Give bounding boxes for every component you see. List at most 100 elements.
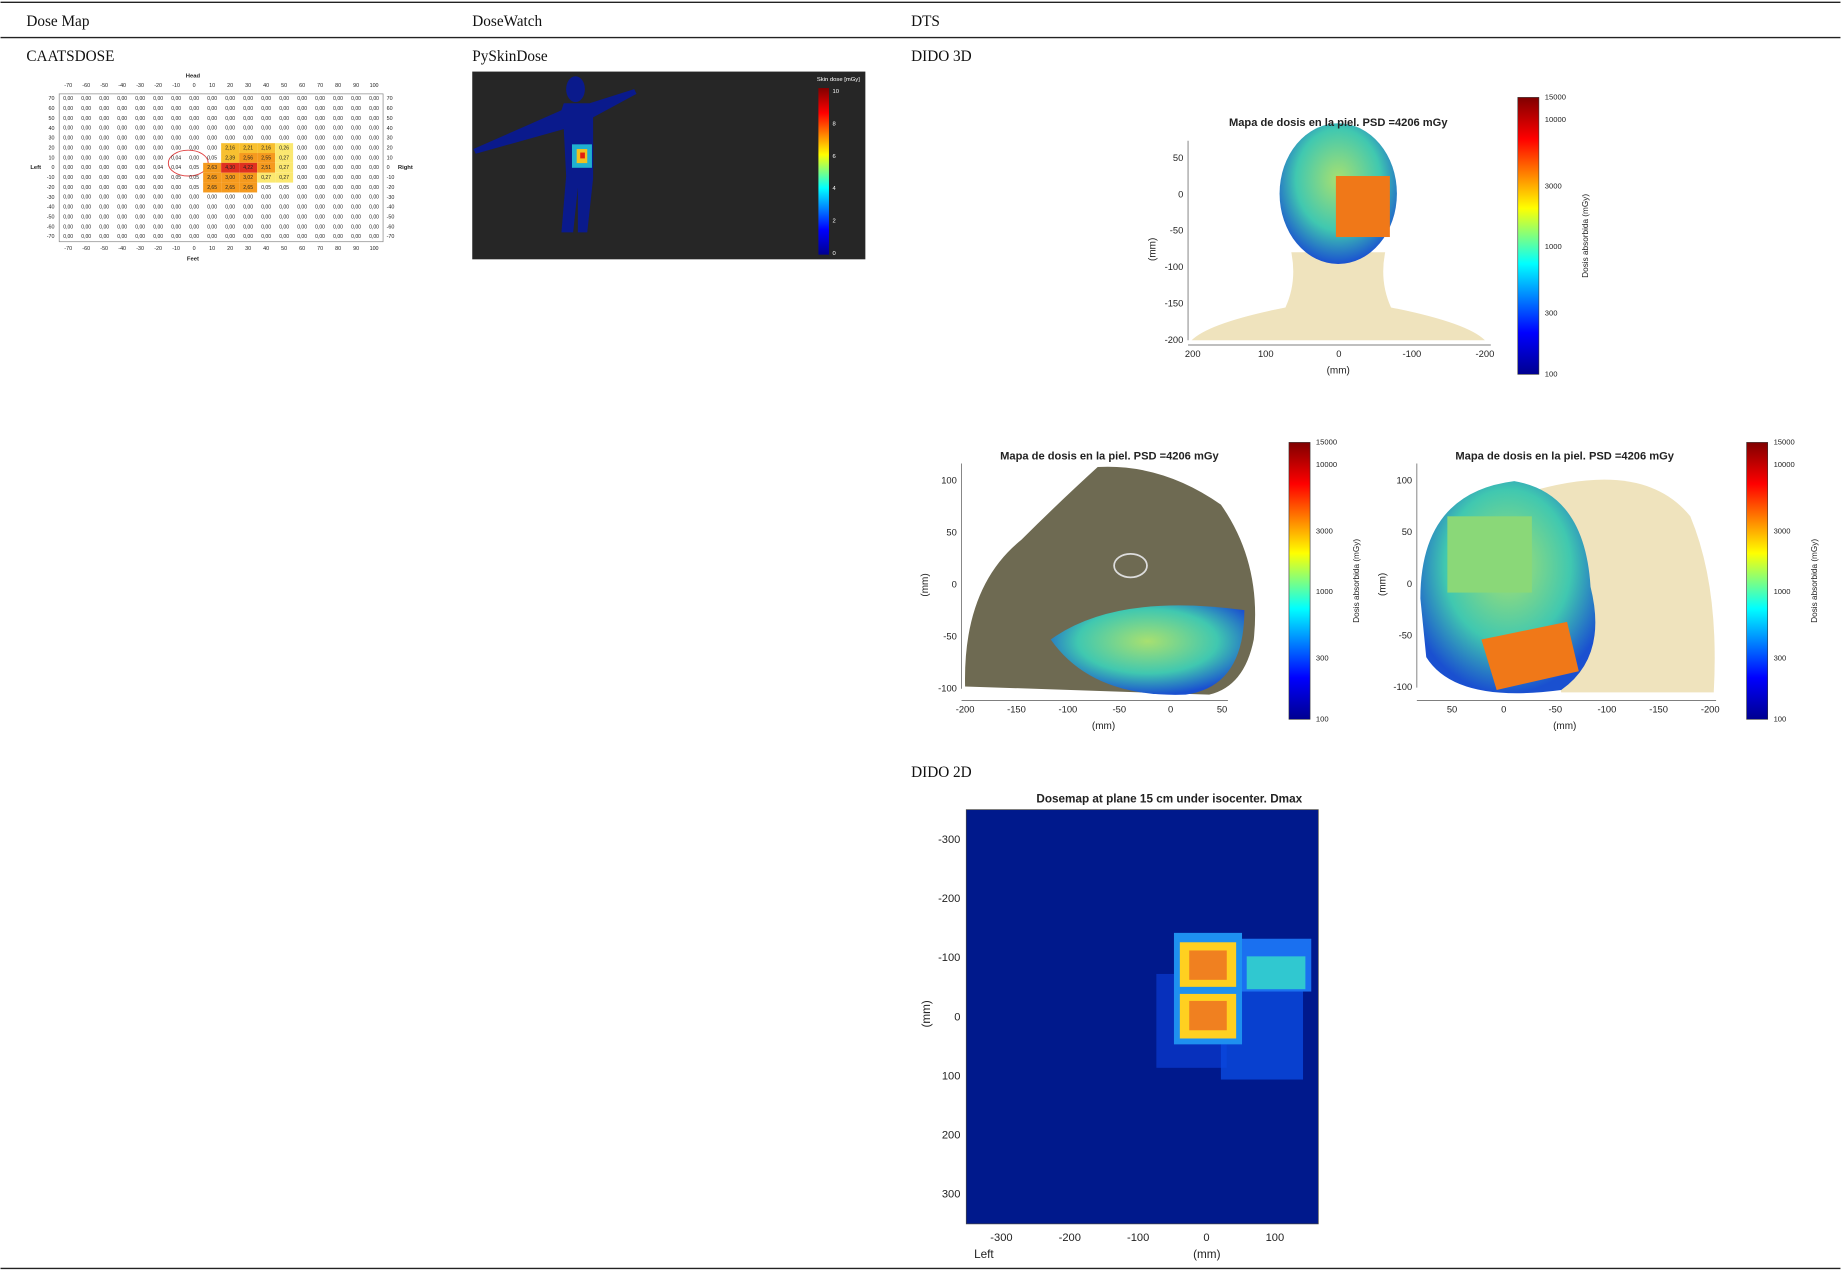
column-label: -70 [64,246,72,252]
row-label: -50 [387,215,395,221]
dose-value: 0,00 [99,224,109,230]
dose-value: 0,00 [117,165,127,171]
dose-value: 0,00 [117,185,127,191]
dose-value: 0,00 [153,155,163,161]
dose-value: 0,00 [315,165,325,171]
dose-value: 0,00 [117,136,127,142]
dose-value: 0,00 [333,136,343,142]
row-label: -60 [387,224,395,230]
dose-value: 0,00 [63,214,73,220]
grid-side-label: Head [186,73,201,79]
dose-value: 0,00 [99,175,109,181]
dose-value: 2,65 [207,175,217,181]
dose-value: 0,05 [207,155,217,161]
method-label: PySkinDose [472,48,548,65]
y-tick-label: -200 [938,893,960,905]
row-label: 10 [387,155,393,161]
dose-value: 0,00 [135,185,145,191]
x-tick-label: 0 [1168,704,1173,714]
dose-value: 0,00 [315,136,325,142]
dose-value: 0,00 [351,155,361,161]
dose-value: 0,00 [189,214,199,220]
dose-value: 0,00 [333,224,343,230]
row-label: 0 [52,165,55,171]
dose-value: 0,00 [207,234,217,240]
dose-value: 0,00 [135,205,145,211]
dose-value: 0,04 [171,165,181,171]
dose-value: 0,00 [351,234,361,240]
column-label: 60 [299,83,305,89]
dose-value: 0,04 [171,155,181,161]
dose-value: 0,00 [99,185,109,191]
dose-value: 0,00 [81,195,91,201]
colorbar-tick-label: 10000 [1545,115,1566,124]
method-label: DIDO 2D [911,764,972,781]
dose-value: 0,00 [99,126,109,132]
dose-value: 2,65 [225,185,235,191]
dose-value: 0,00 [171,96,181,102]
dose-value: 0,00 [63,175,73,181]
colorbar-label: Dosis absorbida (mGy) [1581,194,1590,278]
dose-value: 0,00 [297,145,307,151]
dose-value: 0,00 [81,106,91,112]
column-label: 80 [335,83,341,89]
dose-value: 0,00 [153,185,163,191]
dose-value: 0,00 [225,195,235,201]
dose-value: 0,00 [153,205,163,211]
dose-value: 0,00 [153,126,163,132]
column-label: -70 [64,83,72,89]
dose-value: 0,00 [225,136,235,142]
x-tick-label: -150 [1649,704,1668,714]
column-label: -10 [172,83,180,89]
y-tick-label: -50 [1399,630,1413,640]
x-tick-label: -100 [1598,704,1617,714]
dose-value: 0,00 [207,214,217,220]
dose-value: 0,00 [369,214,379,220]
dose-value: 0,00 [297,106,307,112]
x-tick-label: 50 [1217,704,1227,714]
dose-value: 0,00 [333,234,343,240]
dose-value: 0,00 [279,195,289,201]
dose-value: 0,00 [261,195,271,201]
dose-value: 0,00 [135,214,145,220]
dose-value: 0,00 [315,106,325,112]
dose-value: 0,00 [117,145,127,151]
dose-value: 0,00 [369,175,379,181]
colorbar-tick-label: 300 [1774,654,1787,663]
colorbar-tick-label: 8 [832,121,835,127]
colorbar [1747,442,1768,719]
y-tick-label: 50 [946,528,956,538]
x-tick-label: -50 [1112,704,1126,714]
dose-value: 0,00 [243,195,253,201]
dose-value: 0,00 [135,106,145,112]
dose-value: 0,00 [99,96,109,102]
dose-value: 0,00 [153,175,163,181]
dose-value: 0,00 [99,205,109,211]
axis-note: Left [974,1248,994,1261]
dose-value: 0,00 [81,205,91,211]
x-axis-label: (mm) [1553,721,1576,732]
y-tick-label: 300 [942,1188,961,1200]
dose-value: 0,04 [153,165,163,171]
dose-value: 0,00 [351,214,361,220]
dose-value: 0,00 [333,96,343,102]
dose-value: 2,63 [207,165,217,171]
row-label: -10 [387,175,395,181]
dose-value: 0,00 [315,185,325,191]
dose-value: 0,00 [261,224,271,230]
dose-value: 0,00 [63,145,73,151]
column-label: 50 [281,83,287,89]
figure-title: Mapa de dosis en la piel. PSD =4206 mGy [1229,117,1448,129]
dose-value: 0,00 [243,136,253,142]
column-label: 70 [317,83,323,89]
colorbar-tick-label: 1000 [1545,242,1562,251]
dose-value: 0,00 [81,145,91,151]
page: {"table":{"header":["Dose Map","DoseWatc… [0,0,1841,1272]
colorbar-tick-label: 3000 [1545,181,1562,190]
dose-value: 0,00 [333,205,343,211]
dose-value: 0,00 [171,185,181,191]
column-label: -40 [118,83,126,89]
dose-value: 0,00 [207,195,217,201]
dose-value: 0,00 [63,126,73,132]
dose-value: 0,00 [117,195,127,201]
